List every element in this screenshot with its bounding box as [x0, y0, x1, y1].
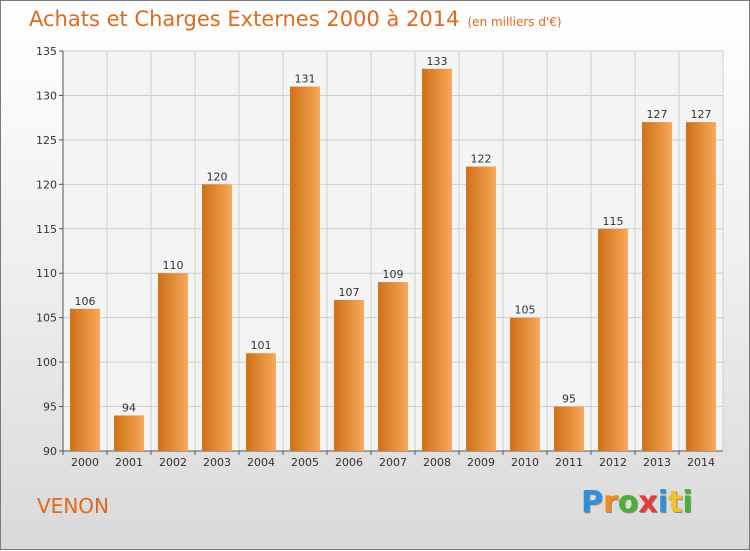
x-tick-label: 2013	[643, 456, 671, 469]
bar	[114, 415, 144, 451]
value-label: 115	[603, 215, 624, 228]
value-label: 127	[647, 108, 668, 121]
y-tick-label: 95	[43, 401, 57, 414]
y-tick-label: 100	[36, 356, 57, 369]
bar	[598, 228, 628, 451]
value-label: 127	[691, 108, 712, 121]
x-tick-label: 2010	[511, 456, 539, 469]
bar	[70, 308, 100, 451]
logo-letter: P	[581, 485, 603, 520]
bar	[554, 406, 584, 451]
bar	[510, 317, 540, 451]
bar	[334, 299, 364, 451]
y-tick-label: 130	[36, 89, 57, 102]
x-tick-label: 2000	[71, 456, 99, 469]
value-label: 110	[163, 259, 184, 272]
bar	[202, 184, 232, 452]
bar	[378, 282, 408, 451]
x-tick-label: 2012	[599, 456, 627, 469]
x-tick-label: 2011	[555, 456, 583, 469]
bar	[422, 68, 452, 452]
y-tick-label: 105	[36, 312, 57, 325]
y-tick-label: 90	[43, 445, 57, 458]
value-label: 120	[207, 170, 228, 183]
logo-letter: x	[638, 485, 658, 520]
chart-title: Achats et Charges Externes 2000 à 2014 (e…	[29, 7, 562, 31]
commune-name: VENON	[37, 494, 109, 518]
x-tick-label: 2004	[247, 456, 275, 469]
x-tick-label: 2003	[203, 456, 231, 469]
y-tick-label: 125	[36, 134, 57, 147]
value-label: 109	[383, 268, 404, 281]
value-label: 122	[471, 153, 492, 166]
x-tick-label: 2001	[115, 456, 143, 469]
bar	[158, 273, 188, 451]
value-label: 133	[427, 55, 448, 68]
value-label: 101	[251, 339, 272, 352]
value-label: 105	[515, 304, 536, 317]
proxiti-logo[interactable]: Proxiti	[581, 485, 693, 520]
logo-letter: i	[657, 485, 669, 520]
y-tick-label: 120	[36, 178, 57, 191]
logo-letter: t	[668, 485, 683, 520]
x-tick-label: 2014	[687, 456, 715, 469]
bar	[642, 122, 672, 451]
logo-letter: r	[603, 485, 618, 520]
value-label: 94	[122, 401, 136, 414]
x-tick-label: 2009	[467, 456, 495, 469]
bar	[686, 122, 716, 451]
bars	[70, 68, 716, 452]
bar	[290, 86, 320, 452]
y-tick-label: 115	[36, 223, 57, 236]
data-labels: 106 94 110 120 101 131 107 109 133 122 105 95 115 127…	[75, 55, 712, 415]
logo-letter: i	[682, 485, 693, 520]
value-label: 131	[295, 73, 316, 86]
logo-letter: o	[617, 485, 639, 520]
x-tick-label: 2007	[379, 456, 407, 469]
value-label: 107	[339, 286, 360, 299]
bar	[246, 353, 276, 451]
x-tick-label: 2002	[159, 456, 187, 469]
x-tick-label: 2006	[335, 456, 363, 469]
x-tick-label: 2008	[423, 456, 451, 469]
axes: 90 95 100 105 110 115 120 125 130 135 2000 2001 2002…	[36, 45, 723, 469]
bar	[466, 166, 496, 452]
chart-title-text: Achats et Charges Externes 2000 à 2014	[29, 7, 460, 31]
value-label: 95	[562, 393, 576, 406]
value-label: 106	[75, 295, 96, 308]
y-tick-label: 135	[36, 45, 57, 58]
chart-title-unit: (en milliers d'€)	[467, 15, 562, 29]
x-tick-label: 2005	[291, 456, 319, 469]
y-tick-label: 110	[36, 267, 57, 280]
